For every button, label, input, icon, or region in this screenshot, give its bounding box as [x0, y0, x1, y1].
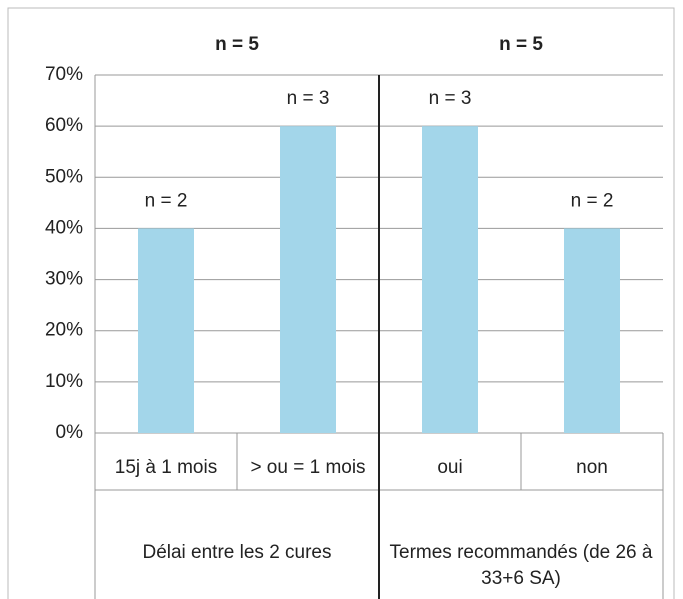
bar-label: n = 2: [571, 190, 614, 211]
x-tick-label: > ou = 1 mois: [250, 457, 366, 478]
bar: [280, 126, 336, 434]
y-tick-label: 10%: [45, 371, 83, 392]
group-label: Délai entre les 2 cures: [142, 542, 332, 563]
x-tick-label: non: [576, 457, 608, 478]
group-label: Termes recommandés (de 26 à 33+6 SA): [389, 542, 653, 589]
frame: [7, 7, 675, 599]
bar-label: n = 2: [145, 190, 188, 211]
group-n: n = 5: [215, 34, 259, 55]
bar: [138, 228, 194, 433]
x-tick-label: oui: [437, 457, 463, 478]
y-tick-label: 40%: [45, 217, 83, 238]
y-tick-label: 50%: [45, 166, 83, 187]
group-n: n = 5: [499, 34, 543, 55]
bar: [564, 228, 620, 433]
x-tick-label: 15j à 1 mois: [114, 457, 218, 478]
y-tick-label: 60%: [45, 115, 83, 136]
y-tick-label: 0%: [56, 422, 84, 443]
y-tick-label: 70%: [45, 64, 83, 85]
bar-label: n = 3: [429, 88, 472, 109]
bar-label: n = 3: [287, 88, 330, 109]
y-tick-label: 30%: [45, 269, 83, 290]
y-tick-label: 20%: [45, 320, 83, 341]
bar: [422, 126, 478, 434]
